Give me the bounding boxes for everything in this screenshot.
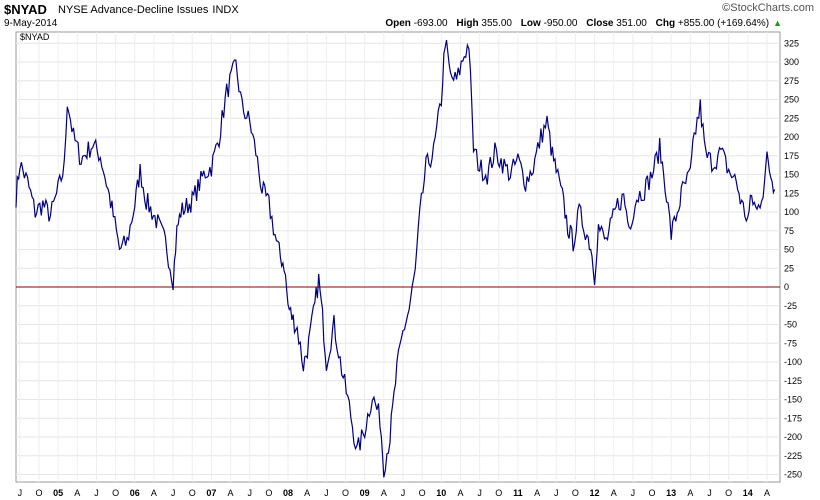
x-tick-label: O bbox=[35, 488, 42, 498]
y-tick-label: 150 bbox=[784, 170, 799, 180]
y-tick-label: -75 bbox=[784, 338, 797, 348]
y-tick-label: -225 bbox=[784, 451, 802, 461]
y-tick-label: 0 bbox=[784, 282, 789, 292]
x-tick-label: J bbox=[707, 488, 712, 498]
x-tick-label: 12 bbox=[590, 488, 600, 498]
x-tick-label: O bbox=[495, 488, 502, 498]
x-tick-label: O bbox=[189, 488, 196, 498]
ohlc-readout: Open -693.00 High 355.00 Low -950.00 Clo… bbox=[379, 18, 782, 29]
y-tick-label: -250 bbox=[784, 470, 802, 480]
y-tick-label: 275 bbox=[784, 76, 799, 86]
high-value: 355.00 bbox=[481, 18, 512, 29]
x-tick-label: 10 bbox=[436, 488, 446, 498]
y-tick-label: 175 bbox=[784, 151, 799, 161]
x-tick-label: O bbox=[112, 488, 119, 498]
x-tick-label: 14 bbox=[743, 488, 753, 498]
x-tick-label: J bbox=[247, 488, 252, 498]
low-value: -950.00 bbox=[543, 18, 578, 29]
copyright-icon: © bbox=[722, 2, 731, 14]
x-tick-label: A bbox=[611, 488, 617, 498]
x-tick-label: 13 bbox=[666, 488, 676, 498]
low-label: Low bbox=[520, 18, 541, 29]
x-tick-label: J bbox=[94, 488, 99, 498]
x-tick-label: A bbox=[381, 488, 387, 498]
y-tick-label: 225 bbox=[784, 113, 799, 123]
x-tick-label: A bbox=[764, 488, 770, 498]
open-label: Open bbox=[385, 18, 411, 29]
x-tick-label: 07 bbox=[206, 488, 216, 498]
close-value: 351.00 bbox=[616, 18, 647, 29]
exchange-label: INDX bbox=[212, 4, 239, 16]
y-tick-label: -175 bbox=[784, 413, 802, 423]
y-tick-label: -100 bbox=[784, 357, 802, 367]
y-tick-label: 25 bbox=[784, 263, 794, 273]
x-axis-ticks: J O 05 A J O 06 A J O 07 A J O 08 A J O 09 A J O 10 A J O 11 A J O 12 A… bbox=[18, 488, 770, 498]
x-tick-label: 11 bbox=[513, 488, 523, 498]
x-tick-label: J bbox=[631, 488, 636, 498]
y-tick-label: 250 bbox=[784, 95, 799, 105]
y-tick-label: 75 bbox=[784, 226, 794, 236]
x-tick-label: 09 bbox=[360, 488, 370, 498]
ticker-symbol: $NYAD bbox=[4, 2, 47, 17]
x-tick-label: 05 bbox=[53, 488, 63, 498]
close-label: Close bbox=[586, 18, 614, 29]
x-tick-label: J bbox=[171, 488, 176, 498]
stockcharts-logo: ©StockCharts.com bbox=[722, 2, 814, 14]
y-tick-label: 325 bbox=[784, 38, 799, 48]
x-tick-label: 08 bbox=[283, 488, 293, 498]
x-tick-label: O bbox=[265, 488, 272, 498]
logo-text: StockCharts.com bbox=[730, 2, 814, 14]
y-tick-label: -150 bbox=[784, 395, 802, 405]
x-tick-label: A bbox=[151, 488, 157, 498]
y-tick-label: 50 bbox=[784, 245, 794, 255]
x-tick-label: A bbox=[228, 488, 234, 498]
y-tick-label: 300 bbox=[784, 57, 799, 67]
y-tick-label: -25 bbox=[784, 301, 797, 311]
up-arrow-icon: ▲ bbox=[773, 18, 782, 28]
x-tick-label: A bbox=[457, 488, 463, 498]
x-tick-label: O bbox=[419, 488, 426, 498]
x-tick-label: O bbox=[649, 488, 656, 498]
x-tick-label: O bbox=[725, 488, 732, 498]
y-tick-label: -50 bbox=[784, 320, 797, 330]
x-tick-label: J bbox=[401, 488, 406, 498]
x-tick-label: O bbox=[572, 488, 579, 498]
x-tick-label: J bbox=[554, 488, 559, 498]
x-tick-label: O bbox=[342, 488, 349, 498]
y-tick-label: -125 bbox=[784, 376, 802, 386]
y-tick-label: -200 bbox=[784, 432, 802, 442]
y-tick-label: 200 bbox=[784, 132, 799, 142]
chart-header: $NYAD NYSE Advance-Decline Issues INDX 9-… bbox=[0, 0, 820, 32]
x-tick-label: A bbox=[304, 488, 310, 498]
quote-date: 9-May-2014 bbox=[4, 18, 58, 29]
series-line-nyad bbox=[15, 39, 776, 478]
index-name: NYSE Advance-Decline Issues bbox=[58, 4, 209, 16]
y-tick-label: 125 bbox=[784, 188, 799, 198]
x-tick-label: J bbox=[18, 488, 23, 498]
chg-label: Chg bbox=[655, 18, 676, 29]
chg-value: +855.00 (+169.64%) bbox=[677, 18, 770, 29]
y-tick-label: 100 bbox=[784, 207, 799, 217]
high-label: High bbox=[456, 18, 479, 29]
x-tick-label: A bbox=[687, 488, 693, 498]
series-label: $NYAD bbox=[20, 32, 50, 42]
ticker-description: NYSE Advance-Decline Issues INDX bbox=[58, 4, 239, 16]
y-axis-ticks: 3253002752502252001751501251007550250-25… bbox=[784, 38, 802, 479]
x-tick-label: A bbox=[74, 488, 80, 498]
grid bbox=[16, 32, 780, 482]
x-tick-label: J bbox=[477, 488, 482, 498]
x-tick-label: J bbox=[324, 488, 329, 498]
x-tick-label: 06 bbox=[130, 488, 140, 498]
open-value: -693.00 bbox=[413, 18, 448, 29]
plot-frame bbox=[15, 31, 781, 483]
x-tick-label: A bbox=[534, 488, 540, 498]
